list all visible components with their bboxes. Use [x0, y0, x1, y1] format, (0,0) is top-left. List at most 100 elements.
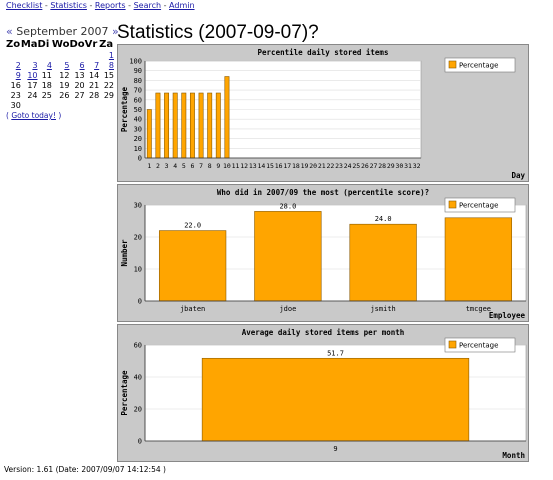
calendar-day: 25: [41, 90, 52, 100]
y-tick-label: 10: [134, 266, 142, 274]
x-tick-label: 11: [232, 162, 240, 170]
x-axis-label: Day: [511, 171, 525, 180]
weekday-header: Ma: [20, 39, 38, 50]
calendar-day[interactable]: 1: [108, 50, 114, 60]
nav-link-reports[interactable]: Reports: [94, 1, 126, 10]
y-tick-label: 100: [129, 58, 142, 66]
bar: [189, 92, 195, 159]
x-tick-label: 14: [258, 162, 266, 170]
goto-today-link[interactable]: Goto today!: [11, 111, 56, 120]
calendar-day: 11: [41, 70, 52, 80]
calendar-month-label: September 2007: [16, 25, 109, 38]
calendar-empty-cell: [69, 100, 84, 110]
y-tick-label: 0: [138, 298, 142, 306]
bar: [215, 92, 221, 159]
calendar-day[interactable]: 3: [32, 60, 38, 70]
x-tick-label: 15: [266, 162, 274, 170]
calendar-day[interactable]: 6: [79, 60, 85, 70]
calendar-header: « September 2007 »: [6, 25, 119, 38]
x-tick-label: 29: [387, 162, 395, 170]
nav-link-checklist[interactable]: Checklist: [6, 1, 43, 10]
y-tick-label: 60: [134, 342, 142, 350]
y-tick-label: 0: [138, 155, 142, 163]
calendar-day[interactable]: 5: [64, 60, 70, 70]
nav-separator: -: [125, 1, 134, 10]
calendar-empty-cell: [99, 100, 114, 110]
calendar-day[interactable]: 8: [108, 60, 114, 70]
x-tick-label: jsmith: [370, 305, 395, 313]
x-tick-label: 24: [344, 162, 352, 170]
legend-label: Percentage: [459, 62, 498, 70]
x-tick-label: 6: [190, 162, 194, 170]
chart-title: Average daily stored items per month: [242, 328, 405, 337]
bar: [444, 217, 513, 302]
x-tick-label: jdoe: [279, 305, 296, 313]
today-paren-close: ): [55, 111, 62, 120]
calendar-empty-cell: [21, 100, 38, 110]
calendar-day[interactable]: 10: [27, 70, 38, 80]
calendar-day: 17: [27, 80, 38, 90]
y-axis-label: Percentage: [120, 86, 129, 132]
calendar-day[interactable]: 4: [46, 60, 52, 70]
chart-svg: Who did in 2007/09 the most (percentile …: [120, 188, 527, 320]
calendar-day: 26: [59, 90, 70, 100]
prev-month-button[interactable]: «: [6, 25, 13, 38]
bar: [155, 92, 161, 159]
top-nav: Checklist - Statistics - Reports - Searc…: [6, 1, 195, 10]
x-tick-label: 9: [216, 162, 220, 170]
x-tick-label: 12: [240, 162, 248, 170]
calendar-day: 15: [103, 70, 114, 80]
calendar-empty-cell: [21, 50, 38, 60]
bar: [181, 92, 187, 159]
calendar-day: 24: [27, 90, 38, 100]
legend-label: Percentage: [459, 202, 498, 210]
calendar-day: 30: [10, 100, 21, 110]
weekday-header: Do: [69, 39, 85, 50]
calendar-day: 28: [88, 90, 100, 100]
legend-box: [444, 57, 516, 73]
y-tick-label: 10: [134, 145, 142, 153]
nav-link-statistics[interactable]: Statistics: [50, 1, 87, 10]
chart-panel-employee-scores: Who did in 2007/09 the most (percentile …: [117, 184, 529, 322]
x-tick-label: 32: [413, 162, 421, 170]
calendar-day: 12: [59, 70, 70, 80]
x-tick-label: 3: [165, 162, 169, 170]
calendar: « September 2007 » Zo Ma Di Wo Do Vr Za 1 2 3 4 5 6 7…: [6, 25, 119, 120]
nav-link-search[interactable]: Search: [133, 1, 162, 10]
y-tick-label: 70: [134, 87, 142, 95]
next-month-button[interactable]: »: [112, 25, 119, 38]
bar: [349, 223, 417, 302]
x-tick-label: 27: [370, 162, 378, 170]
x-tick-label: 25: [352, 162, 360, 170]
bar: [254, 211, 322, 302]
calendar-grid: Zo Ma Di Wo Do Vr Za 1 2 3 4 5 6 7 8 9 10 11 12 13 14 15 16 17 1…: [6, 39, 114, 110]
x-axis-label: Employee: [489, 311, 526, 320]
y-tick-label: 40: [134, 116, 142, 124]
calendar-empty-cell: [85, 50, 100, 60]
calendar-day[interactable]: 7: [94, 60, 100, 70]
chart-title: Percentile daily stored items: [258, 48, 389, 57]
x-tick-label: 5: [182, 162, 186, 170]
legend-label: Percentage: [459, 342, 498, 350]
x-tick-label: 26: [361, 162, 369, 170]
nav-link-admin[interactable]: Admin: [169, 1, 195, 10]
x-axis-label: Month: [502, 451, 525, 460]
calendar-day[interactable]: 9: [15, 70, 21, 80]
calendar-day[interactable]: 2: [15, 60, 21, 70]
today-paren-open: (: [6, 111, 12, 120]
x-tick-label: 23: [335, 162, 343, 170]
weekday-header: Wo: [51, 39, 70, 50]
legend-box: [444, 197, 516, 213]
bar: [172, 92, 178, 159]
chart-panel-monthly-average: Average daily stored items per month 0 20 4…: [117, 324, 529, 462]
calendar-day: 19: [59, 80, 70, 90]
y-tick-label: 50: [134, 106, 142, 114]
x-tick-label: 19: [301, 162, 309, 170]
y-tick-label: 60: [134, 96, 142, 104]
y-tick-label: 30: [134, 125, 142, 133]
bar: [198, 92, 204, 159]
calendar-empty-cell: [6, 50, 21, 60]
y-axis-label: Percentage: [120, 370, 129, 416]
y-tick-label: 30: [134, 202, 142, 210]
calendar-empty-cell: [38, 100, 52, 110]
